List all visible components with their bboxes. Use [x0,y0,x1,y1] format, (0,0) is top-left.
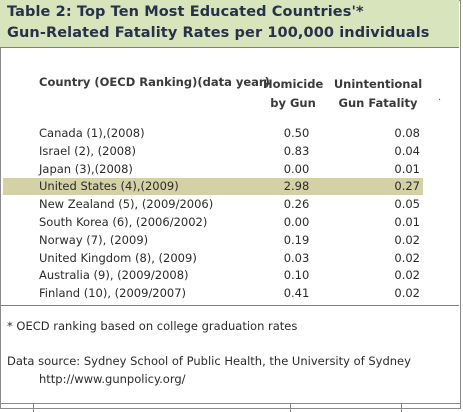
cell-country: Australia (9), (2009/2008) [39,268,189,283]
cell-unintentional: 0.02 [394,268,420,283]
cell-unintentional: 0.27 [394,179,420,194]
cell-unintentional: 0.05 [394,197,420,212]
header-country: Country (OECD Ranking)(data year) [39,75,270,89]
table-row: Canada (1),(2008) 0.50 0.08 [3,125,423,142]
cell-country: Finland (10), (2009/2007) [39,286,187,301]
header-unintentional-line-1: Unintentional [333,77,423,91]
cell-country: Israel (2), (2008) [39,143,136,158]
cell-unintentional: 0.01 [394,161,420,176]
table-divider [1,305,459,306]
footnote: * OECD ranking based on college graduati… [7,319,298,333]
cell-unintentional: 0.04 [394,143,420,158]
header-homicide-line-2: by Gun [270,96,316,110]
table-row: Israel (2), (2008) 0.83 0.04 [3,143,423,160]
cell-country: South Korea (6), (2006/2002) [39,215,208,229]
header-homicide: Homicide by Gun [263,75,323,113]
cell-homicide: 0.10 [283,268,310,283]
cell-unintentional: 0.02 [394,232,420,247]
table-row: New Zealand (5), (2009/2006) 0.26 0.05 [3,196,423,213]
table-row: United Kingdom (8), (2009) 0.03 0.02 [3,250,423,267]
cell-homicide: 0.00 [283,161,310,176]
cell-homicide: 0.19 [283,232,310,247]
cell-homicide: 0.03 [283,250,310,265]
table-row: South Korea (6), (2006/2002) 0.00 0.01 [3,214,423,231]
cell-unintentional: 0.02 [394,250,420,265]
cell-unintentional: 0.02 [394,286,420,301]
title-line-1: Table 2: Top Ten Most Educated Countries… [7,4,364,20]
table-row: Australia (9), (2009/2008) 0.10 0.02 [3,267,423,284]
data-source: Data source: Sydney School of Public Hea… [7,354,411,368]
cell-homicide: 0.00 [283,215,310,229]
cell-country: United States (4),(2009) [39,179,179,194]
bottom-tick [401,404,402,412]
bottom-border [0,403,461,412]
cell-homicide: 0.50 [283,126,310,140]
cell-homicide: 0.26 [283,197,310,212]
cell-country: Norway (7), (2009) [39,232,149,247]
cell-country: Japan (3),(2008) [39,161,133,176]
header-unintentional-line-2: Gun Fatality [338,96,418,110]
cell-homicide: 0.41 [283,286,310,301]
source-url: http://www.gunpolicy.org/ [39,372,186,386]
cell-country: United Kingdom (8), (2009) [39,250,197,265]
bottom-tick [290,404,291,412]
cell-country: Canada (1),(2008) [39,126,145,140]
cell-country: New Zealand (5), (2009/2006) [39,197,214,212]
header-unintentional: Unintentional Gun Fatality [332,75,424,113]
cell-homicide: 0.83 [283,143,310,158]
title-line-2: Gun-Related Fatality Rates per 100,000 i… [7,25,430,41]
header-homicide-line-1: Homicide [263,77,324,91]
table-row: United States (4),(2009) 2.98 0.27 [3,178,423,196]
table-row: Finland (10), (2009/2007) 0.41 0.02 [3,285,423,302]
bottom-tick [33,404,34,412]
table-row: Japan (3),(2008) 0.00 0.01 [3,161,423,178]
table-title: Table 2: Top Ten Most Educated Countries… [0,0,459,48]
stray-mark: . [438,92,442,103]
cell-unintentional: 0.08 [394,126,420,140]
cell-homicide: 2.98 [283,179,310,194]
table-row: Norway (7), (2009) 0.19 0.02 [3,232,423,249]
cell-unintentional: 0.01 [394,215,420,229]
